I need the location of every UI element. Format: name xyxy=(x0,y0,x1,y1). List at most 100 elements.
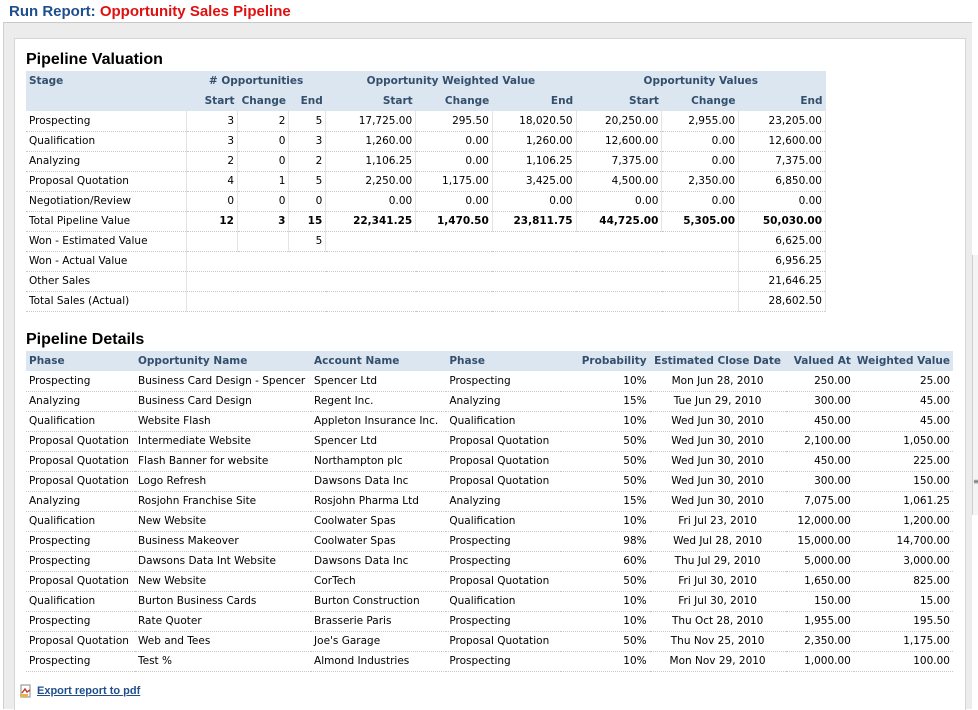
w-change-cell: 0.00 xyxy=(415,191,493,212)
export-pdf-link[interactable]: Export report to pdf xyxy=(37,685,141,697)
col-phase: Phase xyxy=(26,351,135,371)
probability-cell: 10% xyxy=(561,651,650,672)
o-start-cell: 0 xyxy=(186,191,239,212)
phase-2-cell: Proposal Quotation xyxy=(446,431,562,452)
w-end-cell: 0.00 xyxy=(492,191,577,212)
phase-cell: Qualification xyxy=(26,591,135,612)
col-close-date: Estimated Close Date xyxy=(649,351,786,371)
stage-cell: Negotiation/Review xyxy=(26,191,187,212)
col-group-weighted: Opportunity Weighted Value xyxy=(325,71,577,91)
v-start-cell: 0.00 xyxy=(576,191,663,212)
valued-at-cell: 1,650.00 xyxy=(785,571,854,592)
valued-at-cell: 150.00 xyxy=(785,591,854,612)
account-name-cell: Spencer Ltd xyxy=(311,371,447,392)
phase-2-cell: Prospecting xyxy=(446,651,562,672)
report-title: Opportunity Sales Pipeline xyxy=(99,3,291,20)
scrollbar[interactable]: ≡ xyxy=(972,255,978,515)
details-row: Qualification Burton Business Cards Burton… xyxy=(26,591,953,612)
export-pdf[interactable]: Export report to pdf xyxy=(19,684,140,698)
phase-2-cell: Proposal Quotation xyxy=(446,631,562,652)
v-start-cell: 20,250.00 xyxy=(576,111,663,132)
valuation-row: Qualification 3 0 3 1,260.00 0.00 1,260.… xyxy=(26,131,826,152)
account-name-cell: Coolwater Spas xyxy=(311,531,447,552)
valuation-row: Negotiation/Review 0 0 0 0.00 0.00 0.00 … xyxy=(26,191,826,212)
empty-cell xyxy=(186,271,740,292)
phase-cell: Prospecting xyxy=(26,531,135,552)
col-v-start: Start xyxy=(576,91,662,111)
phase-2-cell: Proposal Quotation xyxy=(446,471,562,492)
close-date-cell: Thu Nov 25, 2010 xyxy=(649,631,786,652)
o-end-cell: 0 xyxy=(288,191,327,212)
opportunity-name-cell: New Website xyxy=(134,511,312,532)
phase-2-cell: Analyzing xyxy=(446,391,562,412)
v-change-cell: 2,955.00 xyxy=(661,111,740,132)
col-account-name: Account Name xyxy=(311,351,447,371)
o-change-cell: 3 xyxy=(237,211,290,232)
opportunity-name-cell: Dawsons Data Int Website xyxy=(134,551,312,572)
account-name-cell: Dawsons Data Inc xyxy=(311,551,447,572)
o-end-cell: 15 xyxy=(288,211,327,232)
col-group-opportunities: # Opportunities xyxy=(186,71,326,91)
opportunity-name-cell: Web and Tees xyxy=(134,631,312,652)
opportunity-name-cell: Website Flash xyxy=(134,411,312,432)
account-name-cell: Rosjohn Pharma Ltd xyxy=(311,491,447,512)
title-bar: Run Report: Opportunity Sales Pipeline xyxy=(0,0,978,24)
close-date-cell: Tue Jun 29, 2010 xyxy=(649,391,786,412)
v-end-cell: 6,850.00 xyxy=(738,171,826,192)
weighted-value-cell: 1,175.00 xyxy=(853,631,953,652)
w-start-cell: 17,725.00 xyxy=(325,111,417,132)
o-start-cell: 2 xyxy=(186,151,239,172)
probability-cell: 15% xyxy=(561,491,650,512)
v-start-cell: 4,500.00 xyxy=(576,171,663,192)
stage-cell: Won - Estimated Value xyxy=(26,231,187,252)
total-pipeline-row: Total Pipeline Value 12 3 15 22,341.25 1… xyxy=(26,211,826,232)
weighted-value-cell: 100.00 xyxy=(853,651,953,672)
valued-at-cell: 5,000.00 xyxy=(785,551,854,572)
phase-cell: Prospecting xyxy=(26,371,135,392)
stage-cell: Prospecting xyxy=(26,111,187,132)
weighted-value-cell: 45.00 xyxy=(853,411,953,432)
col-o-end: End xyxy=(288,91,326,111)
valued-at-cell: 2,100.00 xyxy=(785,431,854,452)
w-start-cell: 1,260.00 xyxy=(325,131,417,152)
col-stage: Stage xyxy=(26,71,187,91)
account-name-cell: Almond Industries xyxy=(311,651,447,672)
w-change-cell: 1,470.50 xyxy=(415,211,493,232)
weighted-value-cell: 14,700.00 xyxy=(853,531,953,552)
v-end-cell: 12,600.00 xyxy=(738,131,826,152)
w-end-cell: 18,020.50 xyxy=(492,111,577,132)
phase-cell: Proposal Quotation xyxy=(26,571,135,592)
close-date-cell: Thu Oct 28, 2010 xyxy=(649,611,786,632)
weighted-value-cell: 45.00 xyxy=(853,391,953,412)
empty-cell xyxy=(186,251,740,272)
phase-cell: Prospecting xyxy=(26,611,135,632)
col-valued-at: Valued At xyxy=(785,351,854,371)
close-date-cell: Fri Jul 23, 2010 xyxy=(649,511,786,532)
v-change-cell: 5,305.00 xyxy=(661,211,740,232)
valued-at-cell: 1,955.00 xyxy=(785,611,854,632)
valued-at-cell: 450.00 xyxy=(785,411,854,432)
details-row: Prospecting Business Card Design - Spence… xyxy=(26,371,953,392)
w-end-cell: 1,260.00 xyxy=(492,131,577,152)
details-row: Proposal Quotation Intermediate Website Sp… xyxy=(26,431,953,452)
col-blank xyxy=(26,91,187,111)
probability-cell: 10% xyxy=(561,591,650,612)
phase-cell: Proposal Quotation xyxy=(26,471,135,492)
close-date-cell: Fri Jul 30, 2010 xyxy=(649,571,786,592)
account-name-cell: Spencer Ltd xyxy=(311,431,447,452)
phase-2-cell: Qualification xyxy=(446,591,562,612)
o-end-cell: 3 xyxy=(288,131,327,152)
col-v-end: End xyxy=(738,91,826,111)
total-sales-row: Total Sales (Actual) 28,602.50 xyxy=(26,291,826,312)
stage-cell: Qualification xyxy=(26,131,187,152)
close-date-cell: Mon Nov 29, 2010 xyxy=(649,651,786,672)
stage-cell: Other Sales xyxy=(26,271,187,292)
v-end-cell: 6,625.00 xyxy=(738,231,826,252)
valued-at-cell: 12,000.00 xyxy=(785,511,854,532)
valued-at-cell: 15,000.00 xyxy=(785,531,854,552)
account-name-cell: Joe's Garage xyxy=(311,631,447,652)
details-row: Prospecting Business Makeover Coolwater Sp… xyxy=(26,531,953,552)
title-prefix: Run Report: xyxy=(9,3,96,20)
details-row: Prospecting Test % Almond Industries Prospe… xyxy=(26,651,953,672)
account-name-cell: Burton Construction xyxy=(311,591,447,612)
